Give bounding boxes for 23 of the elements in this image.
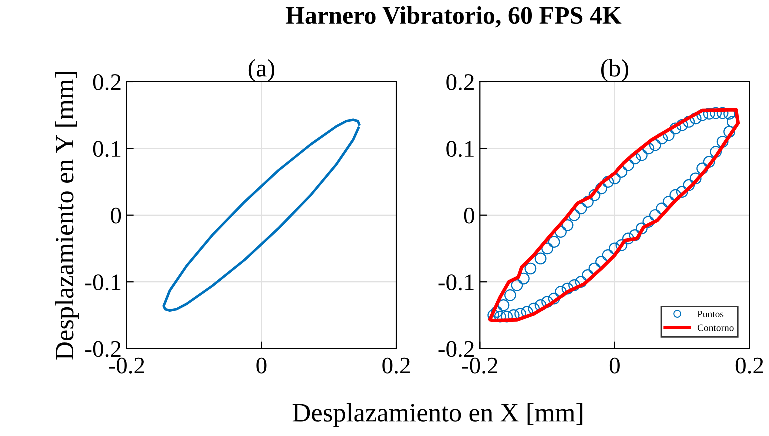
x-tick-label: -0.2 xyxy=(462,358,498,374)
x-tick-label: 0 xyxy=(610,358,620,374)
y-tick-label: 0 xyxy=(111,208,122,224)
x-tick-label: -0.2 xyxy=(109,358,144,374)
y-tick-label: 0.1 xyxy=(93,141,121,158)
y-tick-label: -0.1 xyxy=(438,274,474,291)
y-tick-label: 0 xyxy=(464,208,474,224)
chart-title: (a) xyxy=(248,59,274,82)
x-tick-label: 0.2 xyxy=(382,358,410,374)
text: Harnero Vibratorio, 60 FPS 4K xyxy=(286,6,622,28)
legend-label: Puntos xyxy=(698,311,724,318)
legend-label: Contorno xyxy=(698,324,734,332)
y-axis-title: Desplazamiento en Y [mm] xyxy=(55,72,80,360)
chart-title: (b) xyxy=(601,59,628,82)
y-tick-label: -0.2 xyxy=(438,341,474,358)
y-tick-label: -0.2 xyxy=(86,341,121,358)
x-axis-title: Desplazamiento en X [mm] xyxy=(292,403,583,428)
y-tick-label: 0.2 xyxy=(446,74,474,90)
y-tick-label: 0.2 xyxy=(93,74,121,90)
x-tick-label: 0 xyxy=(256,358,267,374)
y-tick-label: 0.1 xyxy=(446,141,474,158)
x-tick-label: 0.2 xyxy=(736,358,764,374)
y-tick-label: -0.1 xyxy=(86,274,121,291)
